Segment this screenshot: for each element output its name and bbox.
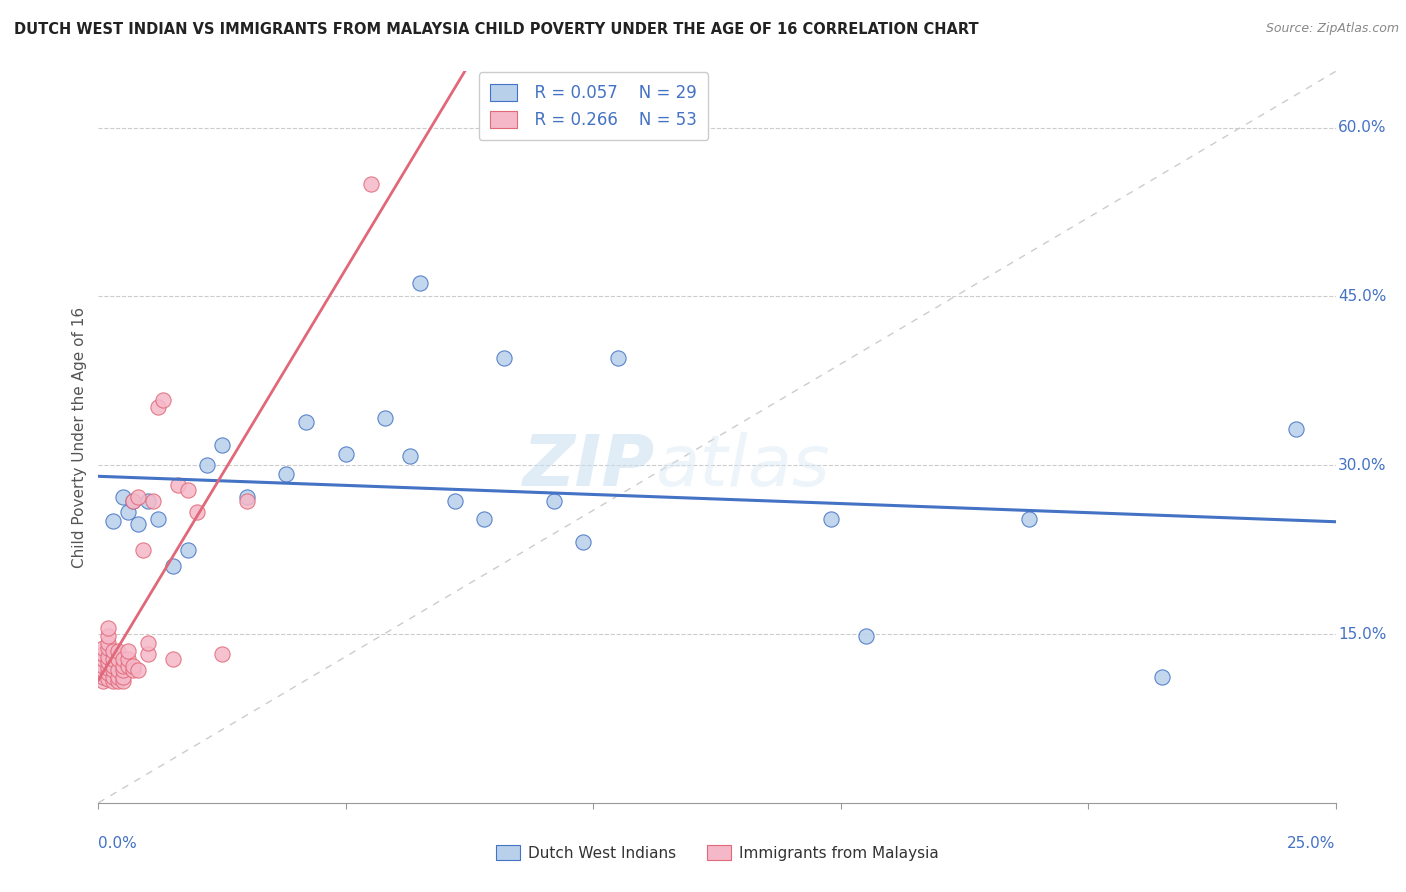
Text: Source: ZipAtlas.com: Source: ZipAtlas.com [1265, 22, 1399, 36]
Point [103, 644, 125, 658]
Point [107, 644, 129, 658]
Point [607, 351, 630, 366]
Point [236, 494, 259, 508]
Point [335, 447, 357, 461]
Point [236, 490, 259, 504]
Text: 30.0%: 30.0% [1339, 458, 1386, 473]
Point [93, 640, 115, 655]
Point [127, 490, 149, 504]
Point [122, 494, 145, 508]
Point [103, 515, 125, 529]
Point [103, 652, 125, 666]
Point [93, 652, 115, 666]
Point [276, 467, 298, 482]
Point [195, 458, 218, 473]
Point [117, 652, 139, 666]
Point [107, 663, 129, 677]
Text: atlas: atlas [655, 432, 830, 500]
Legend: Dutch West Indians, Immigrants from Malaysia: Dutch West Indians, Immigrants from Mala… [488, 837, 946, 868]
Point [97, 666, 120, 681]
Point [127, 516, 149, 531]
Point [117, 506, 139, 520]
Point [97, 649, 120, 664]
Point [399, 449, 422, 463]
Point [122, 658, 145, 673]
Point [97, 629, 120, 643]
Point [93, 674, 115, 689]
Point [474, 512, 496, 526]
Point [103, 663, 125, 677]
Point [162, 559, 184, 574]
Text: 15.0%: 15.0% [1339, 626, 1386, 641]
Point [572, 534, 595, 549]
Point [1018, 512, 1040, 526]
Text: 60.0%: 60.0% [1339, 120, 1386, 135]
Point [543, 494, 565, 508]
Point [409, 276, 432, 290]
Point [443, 494, 465, 508]
Point [136, 636, 159, 650]
Y-axis label: Child Poverty Under the Age of 16: Child Poverty Under the Age of 16 [72, 307, 87, 567]
Point [855, 629, 877, 643]
Text: ZIP: ZIP [523, 432, 655, 500]
Point [122, 494, 145, 508]
Point [186, 506, 208, 520]
Point [97, 640, 120, 655]
Point [166, 478, 188, 492]
Point [93, 670, 115, 684]
Point [360, 177, 382, 191]
Point [127, 663, 149, 677]
Point [112, 663, 135, 677]
Point [494, 351, 516, 366]
Point [112, 658, 135, 673]
Point [374, 411, 396, 425]
Point [117, 658, 139, 673]
Point [93, 647, 115, 661]
Point [211, 438, 233, 452]
Point [107, 674, 129, 689]
Point [93, 658, 115, 673]
Point [93, 663, 115, 677]
Point [97, 621, 120, 635]
Point [176, 483, 198, 497]
Point [112, 490, 135, 504]
Point [136, 647, 159, 661]
Point [112, 652, 135, 666]
Point [146, 512, 169, 526]
Point [107, 670, 129, 684]
Point [97, 655, 120, 669]
Text: 25.0%: 25.0% [1288, 836, 1336, 851]
Text: 45.0%: 45.0% [1339, 289, 1386, 304]
Point [112, 670, 135, 684]
Text: 0.0%: 0.0% [98, 836, 138, 851]
Point [820, 512, 842, 526]
Point [97, 672, 120, 686]
Point [1152, 670, 1174, 684]
Point [117, 644, 139, 658]
Point [162, 652, 184, 666]
Point [146, 400, 169, 414]
Point [211, 647, 233, 661]
Point [97, 661, 120, 675]
Point [152, 392, 174, 407]
Point [132, 542, 155, 557]
Point [112, 674, 135, 689]
Point [176, 542, 198, 557]
Point [295, 416, 318, 430]
Text: DUTCH WEST INDIAN VS IMMIGRANTS FROM MALAYSIA CHILD POVERTY UNDER THE AGE OF 16 : DUTCH WEST INDIAN VS IMMIGRANTS FROM MAL… [14, 22, 979, 37]
Point [103, 658, 125, 673]
Point [142, 494, 165, 508]
Point [107, 652, 129, 666]
Point [103, 674, 125, 689]
Point [136, 494, 159, 508]
Point [103, 670, 125, 684]
Point [97, 636, 120, 650]
Point [1285, 422, 1308, 436]
Point [122, 663, 145, 677]
